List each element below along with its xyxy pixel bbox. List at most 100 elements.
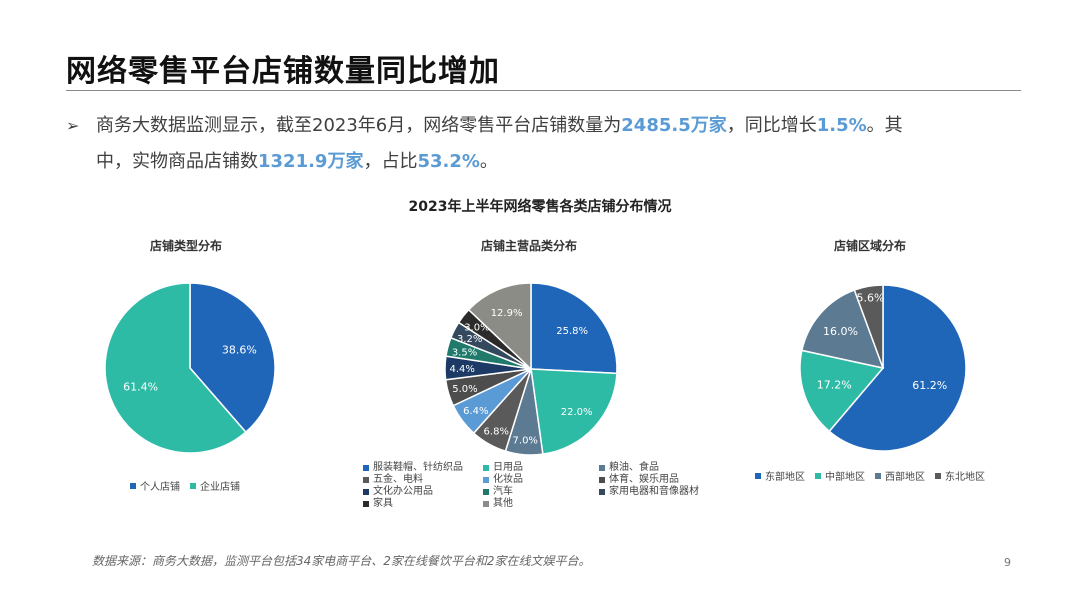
pie-1-label-9: 3.0%	[464, 322, 489, 333]
legend-1-swatch-8	[599, 489, 605, 495]
legend-1-swatch-6	[363, 489, 369, 495]
legend-1-swatch-1	[483, 465, 489, 471]
legend-2-label-2: 西部地区	[885, 472, 925, 483]
pie-2-label-1: 17.2%	[817, 379, 852, 392]
legend-2-item-3: 东北地区	[935, 468, 985, 483]
summary-text-3: 。其	[866, 115, 903, 136]
pie-0-label-1: 61.4%	[123, 380, 158, 393]
legend-1-swatch-10	[483, 501, 489, 507]
legend-2-item-1: 中部地区	[815, 468, 865, 483]
highlight-physical-stores: 1321.9万家	[258, 151, 364, 172]
legend-1-label-6: 文化办公用品	[373, 486, 433, 497]
pie-0-label-0: 38.6%	[222, 344, 257, 357]
legend-0-swatch-1	[190, 482, 196, 489]
legend-2-swatch-3	[935, 472, 941, 479]
pie-0-slice-0	[189, 282, 276, 434]
legend-0-label-0: 个人店铺	[140, 482, 180, 493]
legend-1-item-6: 文化办公用品	[363, 486, 483, 498]
legend-1-item-4: 化妆品	[483, 474, 599, 486]
legend-2-label-3: 东北地区	[945, 472, 985, 483]
legend-1-label-9: 家具	[373, 498, 393, 509]
bullet-arrow-icon: ➢	[66, 116, 80, 135]
pie-1-label-2: 7.0%	[513, 435, 538, 446]
pie-1-label-4: 6.4%	[463, 406, 488, 417]
pie-1-label-6: 4.4%	[450, 364, 475, 375]
pie-0-slice-1	[104, 282, 247, 454]
legend-1-swatch-4	[483, 477, 489, 483]
legend-1-swatch-5	[599, 477, 605, 483]
legend-store-type: 个人店铺 企业店铺	[130, 478, 250, 493]
legend-2-label-1: 中部地区	[825, 472, 865, 483]
legend-1-label-5: 体育、娱乐用品	[609, 474, 679, 485]
pie-1-label-10: 12.9%	[491, 308, 523, 319]
pie-1-label-1: 22.0%	[561, 407, 593, 418]
legend-1-label-8: 家用电器和音像器材	[609, 486, 699, 497]
highlight-total-stores: 2485.5万家	[621, 115, 727, 136]
pie-0: 38.6% 61.4%	[104, 282, 276, 454]
pie-2-label-0: 61.2%	[912, 379, 947, 392]
pie-1-label-8: 3.2%	[457, 334, 482, 345]
legend-region: 东部地区 中部地区 西部地区 东北地区	[755, 468, 995, 483]
pie-1-label-0: 25.8%	[556, 326, 588, 337]
legend-1-item-7: 汽车	[483, 486, 599, 498]
pie-2-slice-0	[828, 284, 967, 452]
summary-bullet: ➢ 商务大数据监测显示，截至2023年6月，网络零售平台店铺数量为2485.5万家…	[66, 108, 1026, 180]
legend-2-swatch-2	[875, 472, 881, 479]
summary-text-4: 中，实物商品店铺数	[96, 151, 258, 172]
legend-2-item-2: 西部地区	[875, 468, 925, 483]
legend-1-swatch-3	[363, 477, 369, 483]
legend-0-label-1: 企业店铺	[200, 482, 240, 493]
legend-1-label-10: 其他	[493, 498, 513, 509]
data-source-note: 数据来源：商务大数据，监测平台包括34家电商平台、2家在线餐饮平台和2家在线文娱…	[92, 554, 591, 568]
highlight-growth: 1.5%	[816, 115, 867, 136]
legend-2-swatch-0	[755, 472, 761, 479]
legend-1-item-10: 其他	[483, 498, 599, 510]
main-chart-title: 2023年上半年网络零售各类店铺分布情况	[408, 199, 672, 215]
pie-1-slice-0	[530, 282, 618, 375]
title-divider	[66, 90, 1021, 91]
pie-1-label-3: 6.8%	[484, 426, 509, 437]
legend-1-swatch-9	[363, 501, 369, 507]
legend-1-label-3: 五金、电料	[373, 474, 423, 485]
pie-2: 61.2% 17.2% 16.0% 5.6%	[799, 284, 967, 452]
legend-category: 服装鞋帽、针纺织品 日用品 粮油、食品五金、电料 化妆品 体育、娱乐用品文化办公用品 汽车…	[363, 462, 723, 510]
pie-2-slice-1	[799, 349, 885, 433]
legend-2-label-0: 东部地区	[765, 472, 805, 483]
legend-1-item-5: 体育、娱乐用品	[599, 474, 723, 486]
summary-text-6: 。	[479, 151, 498, 172]
pie-1: 25.8% 22.0% 7.0% 6.8% 6.4% 5.0% 4.4% 3.5% 3.2%3.…	[444, 282, 618, 456]
page-title: 网络零售平台店铺数量同比增加	[66, 54, 500, 89]
summary-text-1: 商务大数据监测显示，截至2023年6月，网络零售平台店铺数量为	[96, 115, 622, 136]
legend-2-swatch-1	[815, 472, 821, 479]
legend-1-swatch-2	[599, 465, 605, 471]
legend-1-label-0: 服装鞋帽、针纺织品	[373, 462, 463, 473]
highlight-share: 53.2%	[417, 151, 480, 172]
summary-line-1: ➢ 商务大数据监测显示，截至2023年6月，网络零售平台店铺数量为2485.5万家…	[66, 108, 1026, 144]
legend-0-swatch-0	[130, 482, 136, 489]
legend-1-item-3: 五金、电料	[363, 474, 483, 486]
chart-title-region: 店铺区域分布	[833, 239, 906, 253]
pie-2-slice-3	[853, 284, 884, 369]
pie-1-slice-10	[467, 282, 532, 371]
legend-0-item-0: 个人店铺	[130, 478, 180, 493]
legend-1-label-2: 粮油、食品	[609, 462, 659, 473]
legend-1-item-1: 日用品	[483, 462, 599, 474]
legend-1-label-1: 日用品	[493, 462, 523, 473]
chart-title-category: 店铺主营品类分布	[480, 239, 577, 253]
legend-1-item-0: 服装鞋帽、针纺织品	[363, 462, 483, 474]
legend-0-item-1: 企业店铺	[190, 478, 240, 493]
chart-title-store-type: 店铺类型分布	[149, 239, 222, 253]
pie-1-label-5: 5.0%	[452, 384, 477, 395]
legend-1-item-2: 粮油、食品	[599, 462, 723, 474]
legend-1-swatch-7	[483, 489, 489, 495]
pie-2-slice-2	[800, 289, 885, 370]
page-number: 9	[1004, 556, 1011, 569]
pie-1-label-7: 3.5%	[452, 347, 477, 358]
legend-1-swatch-0	[363, 465, 369, 471]
legend-2-item-0: 东部地区	[755, 468, 805, 483]
pie-2-label-3: 5.6%	[857, 292, 885, 305]
legend-1-item-8: 家用电器和音像器材	[599, 486, 723, 498]
pie-1-slice-1	[530, 368, 618, 456]
summary-text-5: ，占比	[363, 151, 418, 172]
